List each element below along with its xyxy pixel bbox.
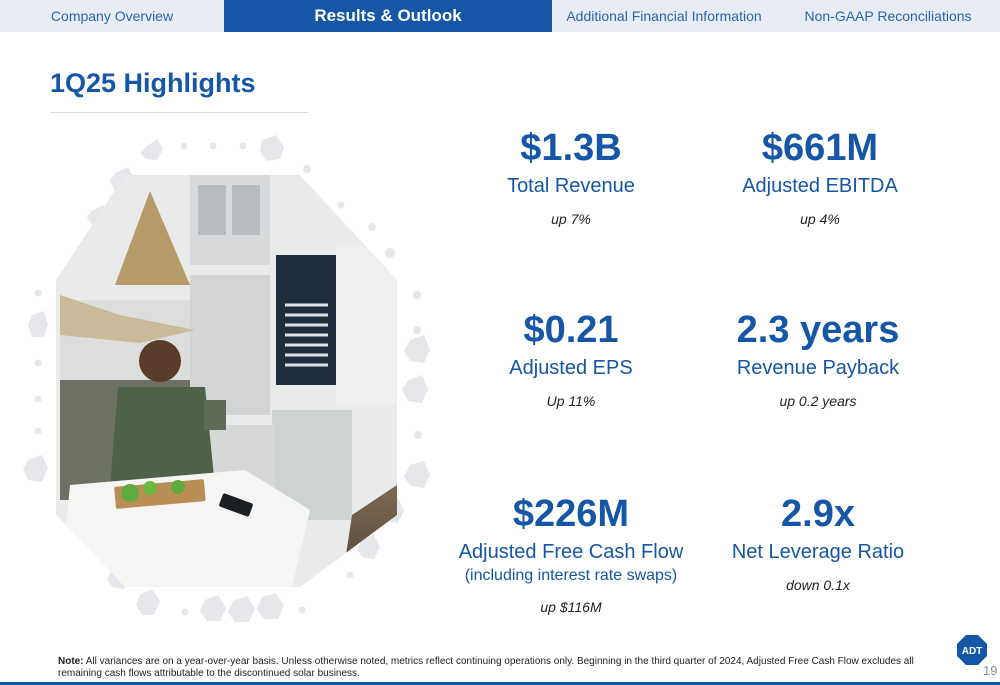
adt-logo: ADT [957,635,987,665]
page-title: 1Q25 Highlights [50,68,256,98]
kitchen-photo [23,135,430,622]
top-navigation: Company Overview Results & Outlook Addit… [0,0,1000,32]
metric-change: Up 11% [546,393,596,409]
metric-value: $0.21 [523,309,619,351]
metric-adjusted-eps: $0.21 Adjusted EPS Up 11% [451,308,691,409]
bottom-rule [0,682,1000,685]
metric-change: up $116M [540,599,602,615]
footnote: Note: All variances are on a year-over-y… [58,656,938,680]
title-divider [50,112,308,113]
metric-label: Adjusted EPS [509,357,633,379]
metric-label: Adjusted Free Cash Flow [458,541,684,563]
metric-total-revenue: $1.3B Total Revenue up 7% [451,126,691,227]
metric-change: up 0.2 years [779,393,857,409]
metric-label: Adjusted EBITDA [742,175,898,197]
logo-text: ADT [962,646,983,657]
tab-company-overview[interactable]: Company Overview [50,8,174,24]
metric-change: down 0.1x [786,577,850,593]
metric-change: up 4% [800,211,840,227]
metric-change: up 7% [551,211,591,227]
metric-value: 2.9x [781,493,855,535]
tab-non-gaap-reconciliations[interactable]: Non-GAAP Reconciliations [804,8,972,24]
tab-additional-financial-information[interactable]: Additional Financial Information [566,8,762,24]
metric-adjusted-ebitda: $661M Adjusted EBITDA up 4% [700,126,940,227]
metric-label: Net Leverage Ratio [731,541,905,563]
footnote-label: Note: [58,656,84,667]
footnote-text: All variances are on a year-over-year ba… [58,656,914,679]
metric-value: $226M [512,493,630,535]
metric-value: $1.3B [520,127,622,169]
metric-label: Revenue Payback [736,357,900,379]
metric-sublabel: (including interest rate swaps) [464,567,678,584]
metric-revenue-payback: 2.3 years Revenue Payback up 0.2 years [698,308,938,409]
tab-results-outlook[interactable]: Results & Outlook [224,0,552,32]
page-number: 19 [983,663,998,678]
metric-net-leverage-ratio: 2.9x Net Leverage Ratio down 0.1x [698,492,938,593]
metric-value: $661M [761,127,879,169]
metric-adjusted-free-cash-flow: $226M Adjusted Free Cash Flow (including… [451,492,691,615]
metric-value: 2.3 years [736,309,900,351]
metric-label: Total Revenue [507,175,635,197]
